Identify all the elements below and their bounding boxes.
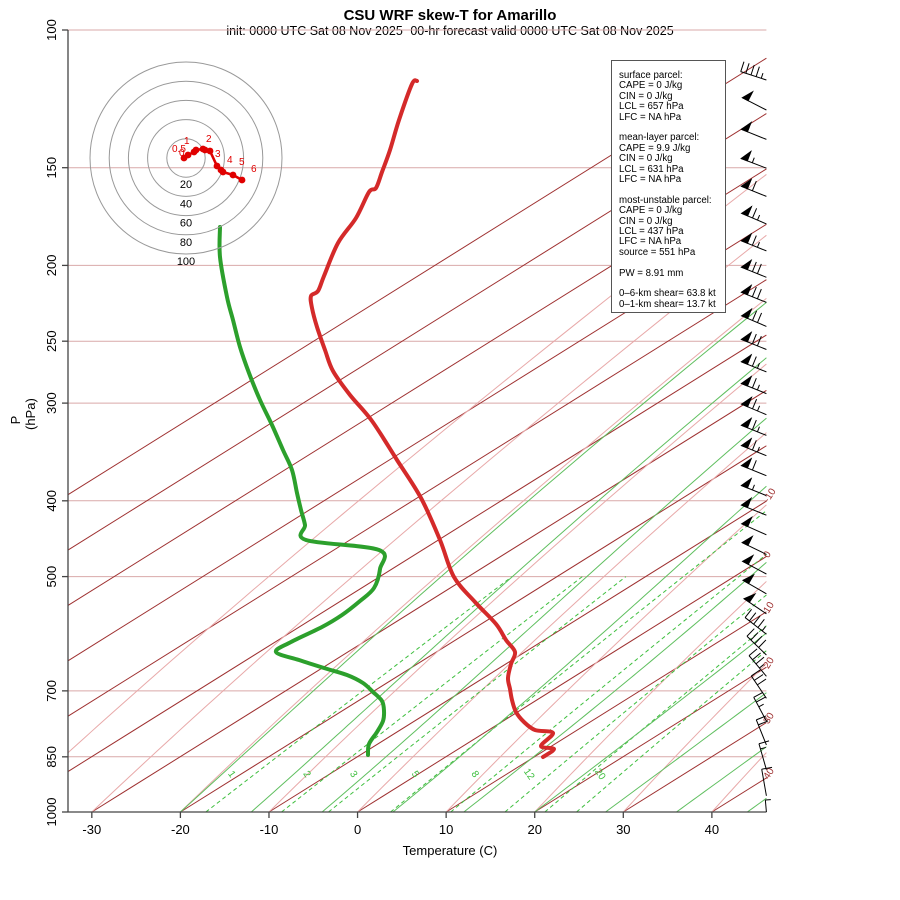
svg-text:6: 6 xyxy=(251,164,257,175)
svg-text:100: 100 xyxy=(44,19,59,41)
svg-text:100: 100 xyxy=(177,256,195,268)
svg-text:2: 2 xyxy=(206,134,212,145)
svg-text:3: 3 xyxy=(215,149,221,160)
svg-text:10: 10 xyxy=(439,822,453,837)
svg-text:60: 60 xyxy=(180,218,192,230)
svg-text:2: 2 xyxy=(300,769,312,780)
svg-text:20: 20 xyxy=(592,767,608,783)
svg-text:700: 700 xyxy=(44,680,59,702)
svg-text:1: 1 xyxy=(225,769,237,780)
svg-text:0: 0 xyxy=(354,822,361,837)
svg-text:20: 20 xyxy=(527,822,541,837)
svg-text:5: 5 xyxy=(239,157,245,168)
svg-text:12: 12 xyxy=(521,767,537,783)
svg-text:-20: -20 xyxy=(171,822,190,837)
svg-text:300: 300 xyxy=(44,392,59,414)
svg-text:500: 500 xyxy=(44,566,59,588)
svg-text:400: 400 xyxy=(44,490,59,512)
svg-text:1: 1 xyxy=(184,136,190,147)
svg-text:40: 40 xyxy=(180,198,192,210)
svg-text:40: 40 xyxy=(705,822,719,837)
svg-text:0: 0 xyxy=(179,148,185,159)
svg-text:20: 20 xyxy=(180,179,192,191)
svg-text:-30: -30 xyxy=(82,822,101,837)
svg-text:3: 3 xyxy=(347,769,359,780)
svg-text:150: 150 xyxy=(44,157,59,179)
svg-text:30: 30 xyxy=(616,822,630,837)
svg-text:850: 850 xyxy=(44,746,59,768)
svg-text:200: 200 xyxy=(44,255,59,277)
svg-text:-10: -10 xyxy=(260,822,279,837)
svg-text:250: 250 xyxy=(44,330,59,352)
svg-text:80: 80 xyxy=(180,237,192,249)
svg-text:1000: 1000 xyxy=(44,798,59,827)
svg-text:4: 4 xyxy=(227,155,233,166)
